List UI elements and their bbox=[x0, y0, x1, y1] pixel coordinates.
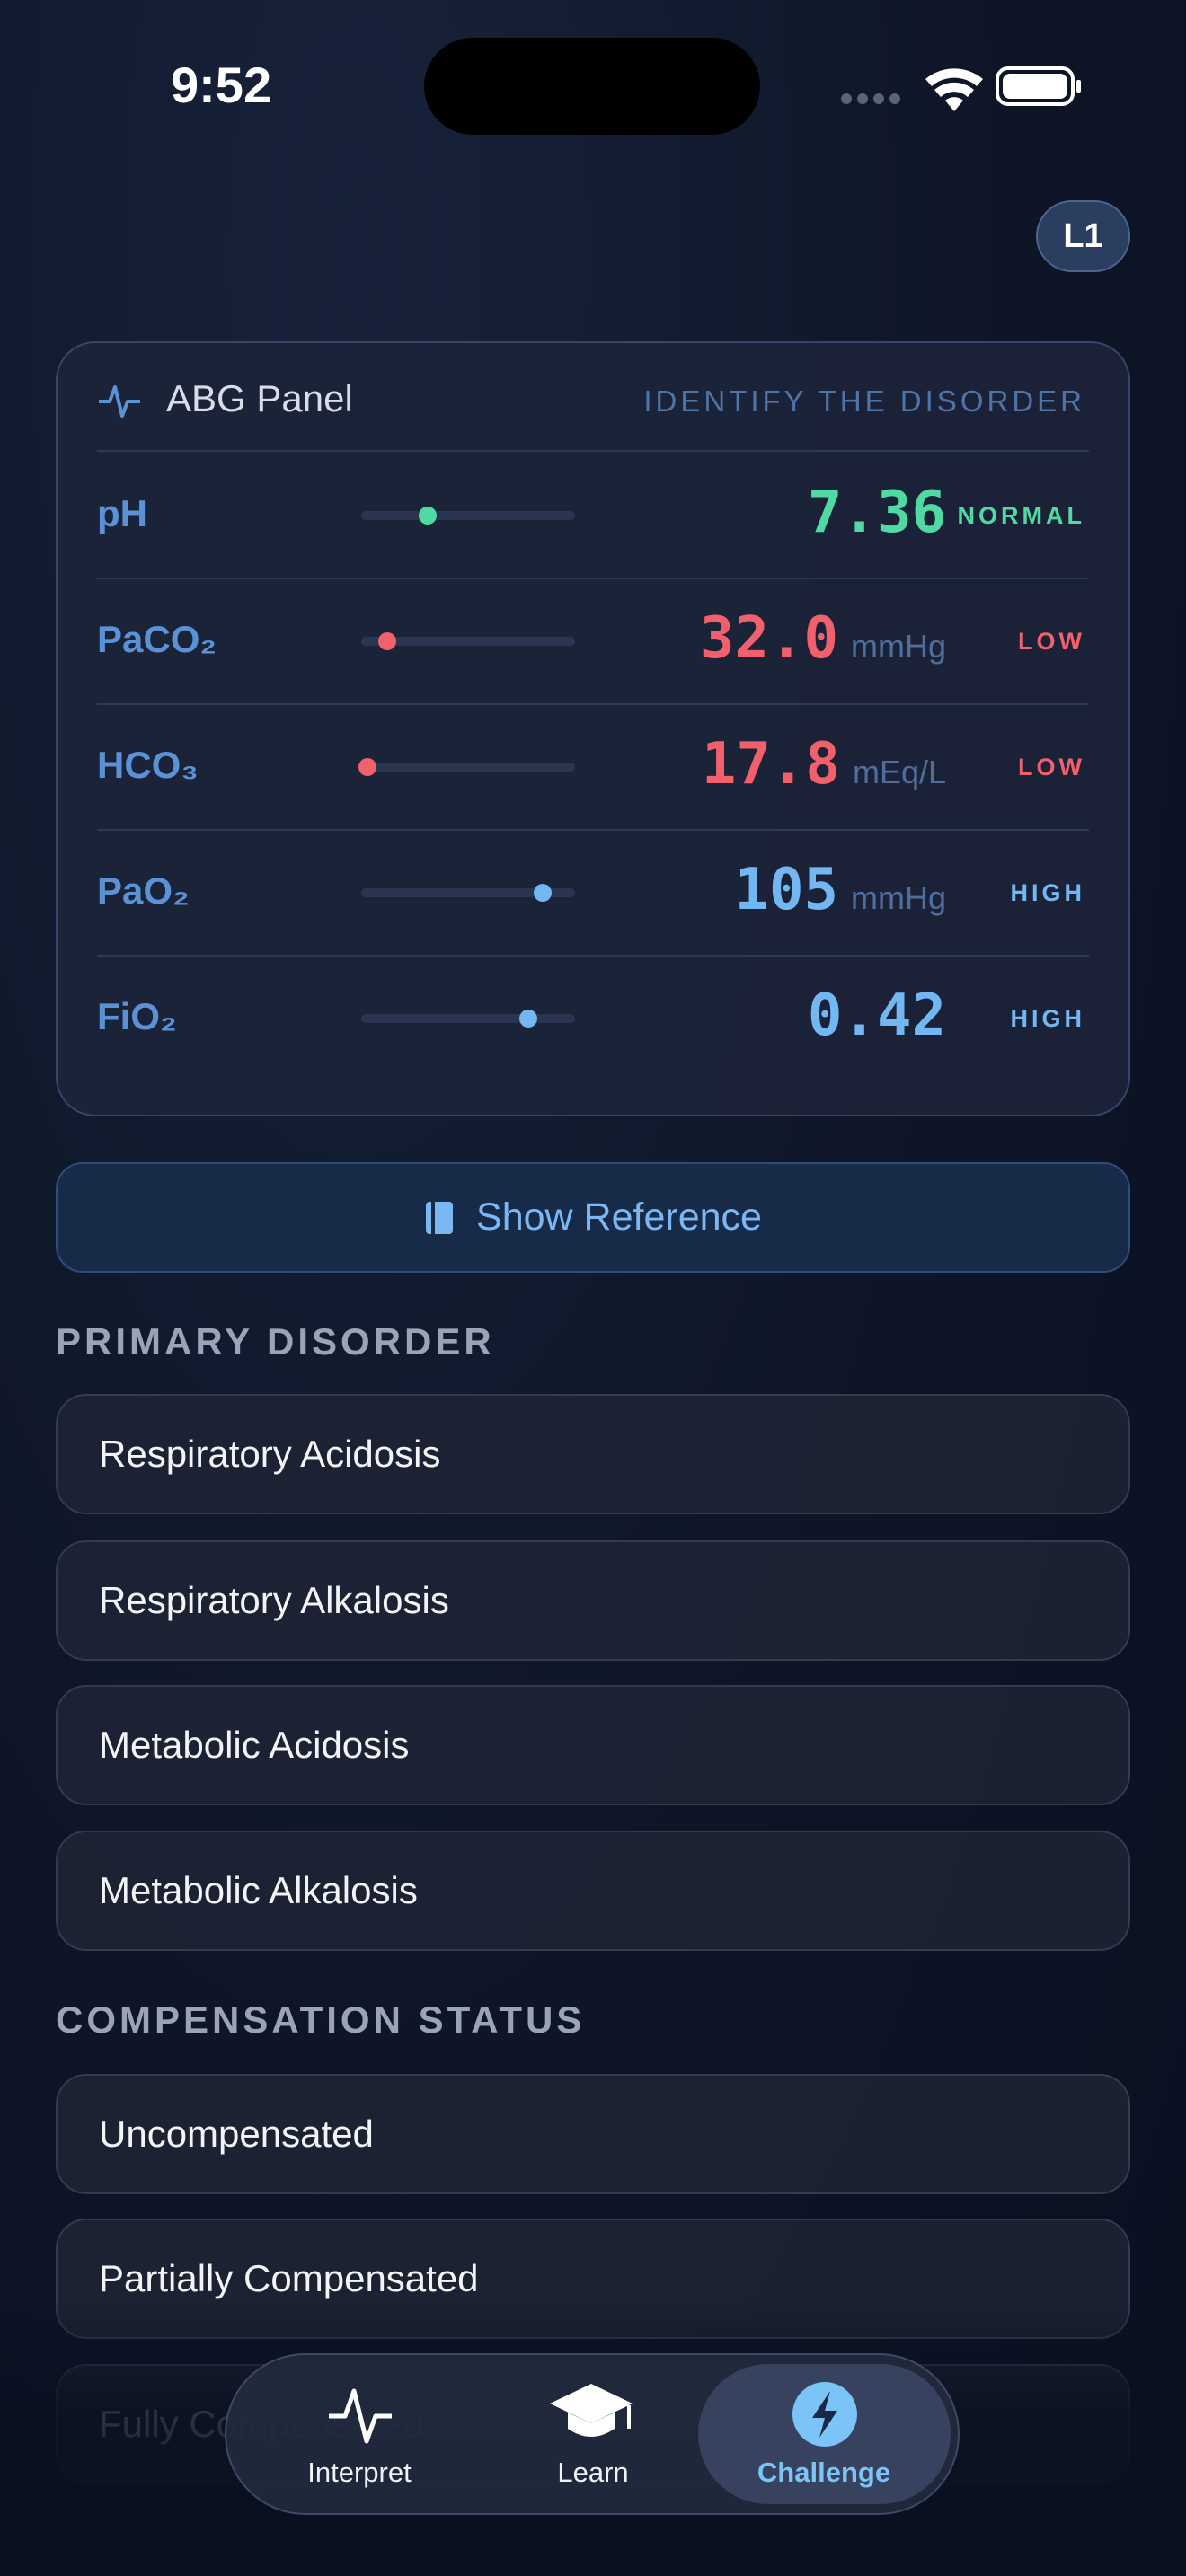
pulse-icon bbox=[99, 385, 140, 418]
row-label: PaO₂ bbox=[97, 869, 190, 912]
reference-button[interactable]: Show Reference bbox=[56, 1162, 1130, 1273]
tab-label[interactable]: Interpret bbox=[307, 2457, 412, 2488]
row-value: 32.0 bbox=[699, 605, 838, 672]
slider-track bbox=[361, 1014, 575, 1023]
value-group: 105 mmHg bbox=[734, 857, 946, 923]
row-value: 105 bbox=[734, 857, 838, 923]
value-group: 32.0 mmHg bbox=[700, 605, 946, 672]
option[interactable]: Respiratory Alkalosis bbox=[56, 1540, 1130, 1661]
section-title: COMPENSATION STATUS bbox=[56, 1998, 586, 2041]
dynamic-island bbox=[424, 38, 760, 135]
row-status: LOW bbox=[1018, 628, 1085, 655]
slider-dot bbox=[518, 1010, 537, 1028]
row-status: NORMAL bbox=[957, 502, 1085, 529]
panel-title: ABG Panel bbox=[166, 377, 353, 419]
slider-track bbox=[361, 763, 575, 772]
slider-track bbox=[361, 511, 575, 520]
slider-track bbox=[361, 888, 575, 897]
book-icon bbox=[426, 1201, 454, 1234]
separator bbox=[97, 955, 1089, 957]
row-label: FiO₂ bbox=[97, 995, 177, 1037]
separator bbox=[97, 450, 1089, 452]
option[interactable]: Respiratory Acidosis bbox=[56, 1394, 1130, 1514]
row-unit: mmHg bbox=[851, 628, 946, 665]
slider-track bbox=[361, 637, 575, 646]
option[interactable]: Metabolic Alkalosis bbox=[56, 1831, 1130, 1951]
separator bbox=[97, 703, 1089, 705]
separator bbox=[97, 578, 1089, 579]
tab-label[interactable]: Challenge bbox=[757, 2457, 891, 2488]
row-status: HIGH bbox=[1010, 879, 1085, 906]
row-label: HCO₃ bbox=[97, 744, 199, 786]
row-value: 7.36 bbox=[807, 480, 946, 546]
row-status: LOW bbox=[1018, 754, 1085, 781]
option[interactable]: Metabolic Acidosis bbox=[56, 1685, 1130, 1805]
separator bbox=[97, 829, 1089, 831]
row-status: HIGH bbox=[1010, 1005, 1085, 1032]
row-unit: mEq/L bbox=[852, 754, 946, 790]
slider-dot bbox=[377, 632, 396, 650]
value-group: 0.42 bbox=[808, 983, 946, 1049]
value-group: 17.8 mEq/L bbox=[702, 731, 946, 798]
row-unit: mmHg bbox=[851, 879, 946, 916]
row-value: 0.42 bbox=[807, 983, 946, 1049]
tab-icons bbox=[329, 2382, 857, 2447]
reference-label: Show Reference bbox=[476, 1195, 762, 1239]
level-badge[interactable]: L1 bbox=[1036, 200, 1130, 272]
section-title: PRIMARY DISORDER bbox=[56, 1320, 495, 1363]
option[interactable]: Uncompensated bbox=[56, 2074, 1130, 2194]
row-label: PaCO₂ bbox=[97, 618, 217, 660]
tab-label[interactable]: Learn bbox=[557, 2457, 629, 2488]
abg-panel bbox=[56, 341, 1130, 1116]
row-value: 17.8 bbox=[701, 731, 840, 798]
slider-dot bbox=[358, 758, 377, 776]
row-label: pH bbox=[97, 492, 147, 534]
status-icons bbox=[841, 66, 1081, 111]
panel-prompt: IDENTIFY THE DISORDER bbox=[643, 384, 1085, 418]
status-time: 9:52 bbox=[171, 57, 272, 113]
value-group: 7.36 bbox=[808, 480, 946, 546]
slider-dot bbox=[418, 507, 437, 525]
slider-dot bbox=[534, 884, 553, 902]
